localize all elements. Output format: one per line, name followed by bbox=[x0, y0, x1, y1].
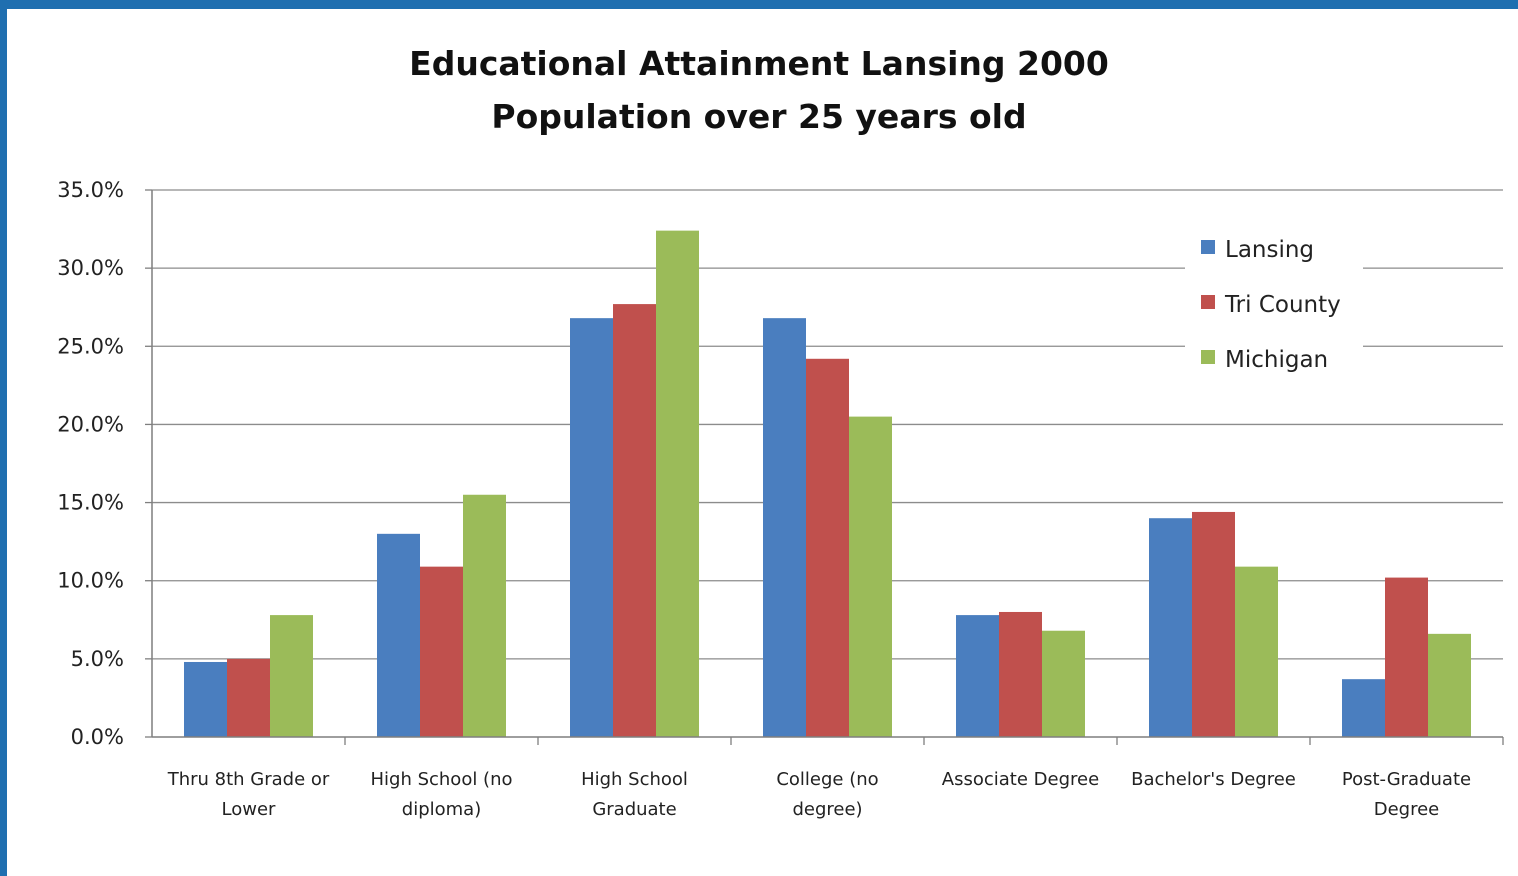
bar bbox=[184, 661, 227, 737]
bar bbox=[1428, 633, 1471, 737]
chart-subtitle: Population over 25 years old bbox=[491, 97, 1027, 136]
y-tick-label: 30.0% bbox=[57, 256, 124, 280]
bar bbox=[1342, 679, 1385, 737]
bar bbox=[1385, 577, 1428, 737]
bar bbox=[463, 494, 506, 737]
y-tick-label: 5.0% bbox=[71, 647, 124, 671]
y-tick-label: 15.0% bbox=[57, 491, 124, 515]
bar bbox=[806, 358, 849, 737]
x-tick-label: High School (no bbox=[370, 769, 512, 790]
x-tick-label: Post-Graduate bbox=[1342, 769, 1471, 790]
bar bbox=[1192, 511, 1235, 737]
legend: Lansing Tri County Michigan bbox=[1185, 222, 1363, 382]
legend-swatch bbox=[1201, 350, 1215, 364]
x-tick-label: Bachelor's Degree bbox=[1131, 769, 1296, 790]
y-tick-label: 10.0% bbox=[57, 569, 124, 593]
x-tick-label: degree) bbox=[792, 799, 862, 820]
legend-label: Michigan bbox=[1225, 347, 1328, 373]
bar bbox=[420, 566, 463, 737]
legend-label: Tri County bbox=[1224, 292, 1341, 318]
x-tick-label: Lower bbox=[222, 799, 277, 820]
x-tick-label: Graduate bbox=[592, 799, 676, 820]
chart-title: Educational Attainment Lansing 2000 bbox=[409, 44, 1109, 83]
bar bbox=[956, 615, 999, 737]
y-tick-label: 35.0% bbox=[57, 178, 124, 202]
x-tick-label: Associate Degree bbox=[942, 769, 1099, 790]
bar bbox=[1042, 630, 1085, 737]
y-tick-label: 0.0% bbox=[71, 725, 124, 749]
legend-swatch bbox=[1201, 295, 1215, 309]
bar bbox=[656, 230, 699, 738]
bar bbox=[270, 615, 313, 737]
bar bbox=[377, 533, 420, 737]
bar bbox=[570, 318, 613, 737]
x-tick-label: diploma) bbox=[402, 799, 481, 820]
x-tick-label: Degree bbox=[1374, 799, 1440, 820]
y-tick-label: 20.0% bbox=[57, 412, 124, 436]
bar bbox=[613, 304, 656, 737]
x-tick-label: Thru 8th Grade or bbox=[167, 769, 330, 790]
bar bbox=[1235, 566, 1278, 737]
bar bbox=[1149, 518, 1192, 737]
bar bbox=[999, 611, 1042, 737]
bar bbox=[849, 416, 892, 737]
bar bbox=[227, 658, 270, 737]
axes: 0.0% 5.0% 10.0% 15.0% 20.0% 25.0% 30.0% 35.0% Th… bbox=[57, 178, 1504, 820]
bar bbox=[763, 318, 806, 737]
legend-label: Lansing bbox=[1225, 237, 1314, 263]
x-tick-label: High School bbox=[581, 769, 688, 790]
y-tick-label: 25.0% bbox=[57, 334, 124, 358]
legend-swatch bbox=[1201, 240, 1215, 254]
x-tick-label: College (no bbox=[776, 769, 878, 790]
bars bbox=[184, 230, 1471, 738]
